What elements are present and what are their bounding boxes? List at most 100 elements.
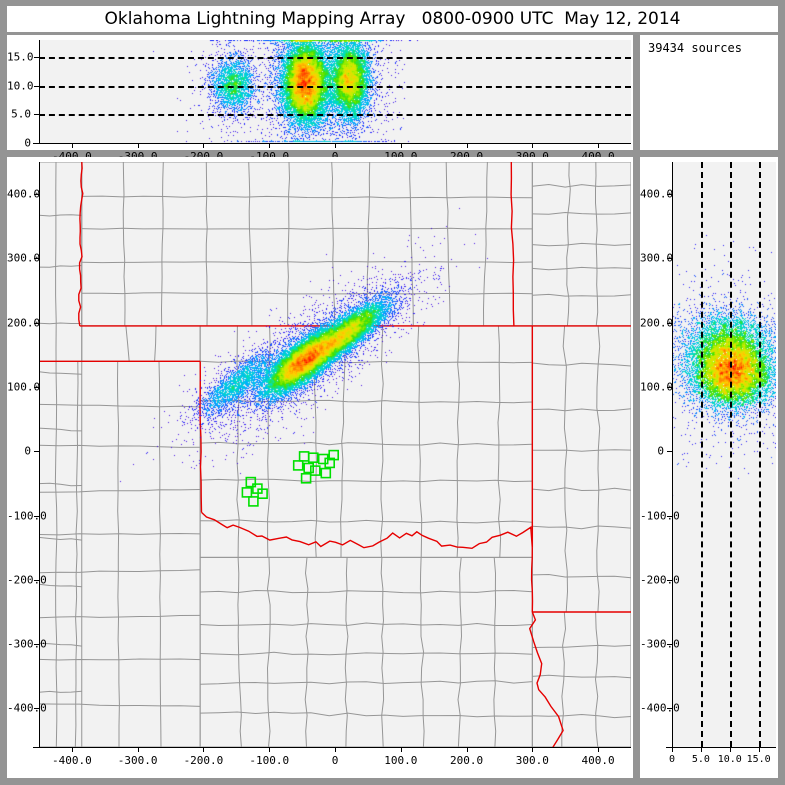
map-panel-x-axis-line — [33, 747, 631, 748]
map-panel-y-tick — [34, 515, 39, 517]
top-panel-source-points — [39, 40, 631, 143]
lma-station-marker — [292, 460, 304, 471]
map-panel-x-tick-label: 300.0 — [515, 754, 549, 767]
right-panel-y-tick — [667, 579, 672, 581]
top-panel-gridline — [39, 114, 631, 117]
top-panel-x-tick — [532, 143, 534, 148]
top-panel-x-tick — [203, 143, 205, 148]
map-panel-y-tick-label: -300.0 — [7, 637, 47, 651]
top-panel-plot-area — [39, 40, 631, 143]
right-panel-x-tick — [729, 747, 731, 752]
lma-station-marker — [303, 462, 315, 474]
top-panel-gridline — [39, 57, 631, 60]
top-panel-y-tick-label: 0 — [24, 136, 31, 150]
map-panel-y-tick-label: 200.0 — [7, 316, 41, 330]
right-panel-gridline — [729, 162, 732, 747]
right-panel-x-tick-label: 5.0 — [691, 754, 710, 765]
top-panel-gridline — [39, 85, 631, 88]
map-panel-y-tick-label: 0 — [24, 444, 31, 458]
top-panel-y-tick-label: 15.0 — [7, 50, 34, 64]
map-panel-x-tick-label: 400.0 — [581, 754, 615, 767]
top-panel-y-tick — [34, 143, 39, 144]
right-panel-gridline — [700, 162, 703, 747]
map-panel-x-tick-label: -100.0 — [249, 754, 290, 767]
right-panel-y-tick — [667, 194, 672, 196]
map-panel-x-tick — [466, 747, 468, 752]
map-panel-x-tick — [400, 747, 402, 752]
top-panel-x-tick — [335, 143, 336, 148]
top-panel-x-tick — [269, 143, 271, 148]
sources-count-label: 39434 sources — [648, 41, 742, 55]
right-panel-y-tick — [667, 451, 672, 453]
top-panel-y-tick-label: 5.0 — [11, 107, 31, 121]
top-panel-y-tick — [34, 85, 39, 87]
map-panel-y-tick-label: 300.0 — [7, 251, 41, 265]
right-panel-x-tick — [672, 747, 673, 752]
right-panel-y-tick — [667, 258, 672, 260]
right-panel-gridline — [758, 162, 761, 747]
right-panel-y-tick-label: 0 — [657, 444, 664, 458]
map-panel-x-tick — [137, 747, 139, 752]
map-panel-y-tick-label: 100.0 — [7, 380, 41, 394]
top-panel-x-tick — [71, 143, 73, 148]
map-panel-x-tick-label: 100.0 — [384, 754, 418, 767]
map-panel-x-tick — [532, 747, 534, 752]
map-panel-y-tick — [34, 258, 39, 260]
top-panel-y-tick — [34, 57, 39, 59]
right-panel-plot-area — [672, 162, 776, 747]
map-panel-x-tick-label: -400.0 — [52, 754, 92, 767]
top-panel-x-tick — [137, 143, 139, 148]
page-title: Oklahoma Lightning Mapping Array 0800-09… — [104, 9, 681, 29]
right-panel-y-tick-label: -200.0 — [640, 573, 680, 587]
lma-station-marker — [309, 465, 321, 476]
map-panel-x-tick — [598, 747, 600, 752]
top-panel-y-tick — [34, 114, 39, 116]
right-panel-y-tick — [667, 322, 672, 324]
map-panel-x-tick-label: 0 — [331, 754, 339, 767]
lma-station-marker — [328, 449, 340, 461]
lma-station-marker — [320, 467, 332, 479]
sources-panel: 39434 sources — [640, 35, 778, 150]
map-panel-x-tick — [203, 747, 205, 752]
top-panel-x-tick-label: 0 — [332, 150, 339, 163]
top-panel-x-tick — [400, 143, 402, 148]
right-panel-x-axis-line — [666, 747, 776, 748]
map-panel-y-tick-label: -100.0 — [7, 509, 47, 523]
right-panel-y-tick-label: 300.0 — [640, 251, 674, 265]
top-panel-altitude-vs-east-west: -400.0-300.0-200.0-100.00100.0200.0300.0… — [7, 35, 633, 163]
map-panel-y-tick-label: 400.0 — [7, 187, 41, 201]
map-panel-x-tick — [71, 747, 73, 752]
map-panel-x-tick-label: -200.0 — [183, 754, 224, 767]
map-panel-y-tick — [34, 387, 39, 388]
top-panel-x-tick — [466, 143, 468, 148]
station-marker-group — [241, 449, 340, 507]
top-panel-y-axis-line — [39, 40, 40, 144]
right-panel-altitude-vs-north-south: 0 5.0 10.0 15.0 400.0 300.0 200.0 100.0 0 -100.0 -… — [640, 157, 778, 778]
map-panel-y-tick — [34, 451, 39, 453]
map-panel-y-tick — [34, 644, 39, 646]
right-panel-y-tick-label: -100.0 — [640, 509, 680, 523]
map-panel-y-tick-label: -200.0 — [7, 573, 47, 587]
map-source-points — [39, 162, 631, 747]
right-panel-y-tick-label: -400.0 — [640, 701, 680, 715]
lma-station-marker — [241, 487, 253, 498]
right-panel-x-tick-label: 0 — [668, 754, 676, 765]
map-panel-y-tick — [34, 579, 39, 581]
map-plot-area — [39, 162, 631, 747]
lma-station-marker — [245, 476, 257, 488]
right-panel-y-tick — [667, 644, 672, 646]
right-panel-y-tick-label: 200.0 — [640, 316, 674, 330]
map-panel-y-tick — [34, 194, 39, 196]
title-bar: Oklahoma Lightning Mapping Array 0800-09… — [7, 6, 778, 32]
right-panel-x-tick — [758, 747, 760, 752]
right-panel-y-axis-line — [672, 162, 673, 748]
right-panel-y-tick — [667, 387, 672, 388]
map-panel-x-tick-label: -300.0 — [117, 754, 158, 767]
map-panel-x-tick-label: 200.0 — [449, 754, 484, 767]
right-panel-y-tick-label: -300.0 — [640, 637, 680, 651]
map-panel-y-axis-line — [39, 162, 40, 748]
map-panel-y-tick — [34, 708, 39, 710]
right-panel-y-tick — [667, 515, 672, 517]
right-panel-y-tick-label: 100.0 — [640, 380, 674, 394]
